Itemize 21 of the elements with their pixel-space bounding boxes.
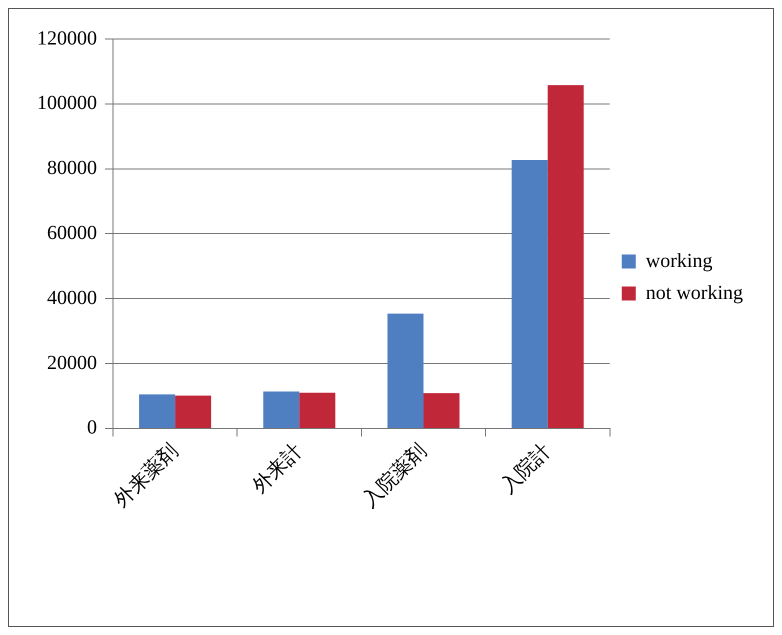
x-tick-label: 入院薬剤 <box>358 440 431 512</box>
bar <box>299 392 336 428</box>
y-tick-label: 20000 <box>47 352 97 374</box>
y-tick-label: 80000 <box>47 157 97 180</box>
bar <box>512 160 548 428</box>
legend-label: not working <box>646 282 743 304</box>
y-tick-label: 40000 <box>47 286 97 309</box>
bar <box>263 391 300 428</box>
legend-label: working <box>646 250 712 272</box>
bar <box>387 314 424 428</box>
y-tick-label: 60000 <box>47 222 97 244</box>
y-tick-label: 0 <box>87 416 97 439</box>
bar <box>548 85 584 428</box>
bar <box>423 393 460 428</box>
bar <box>139 394 176 428</box>
y-tick-label: 100000 <box>37 92 97 114</box>
x-tick-label: 外来計 <box>248 440 307 498</box>
y-tick-label: 120000 <box>37 27 97 50</box>
bar <box>175 396 212 428</box>
x-tick-label: 入院計 <box>496 440 555 498</box>
x-tick-label: 外来薬剤 <box>110 440 182 512</box>
